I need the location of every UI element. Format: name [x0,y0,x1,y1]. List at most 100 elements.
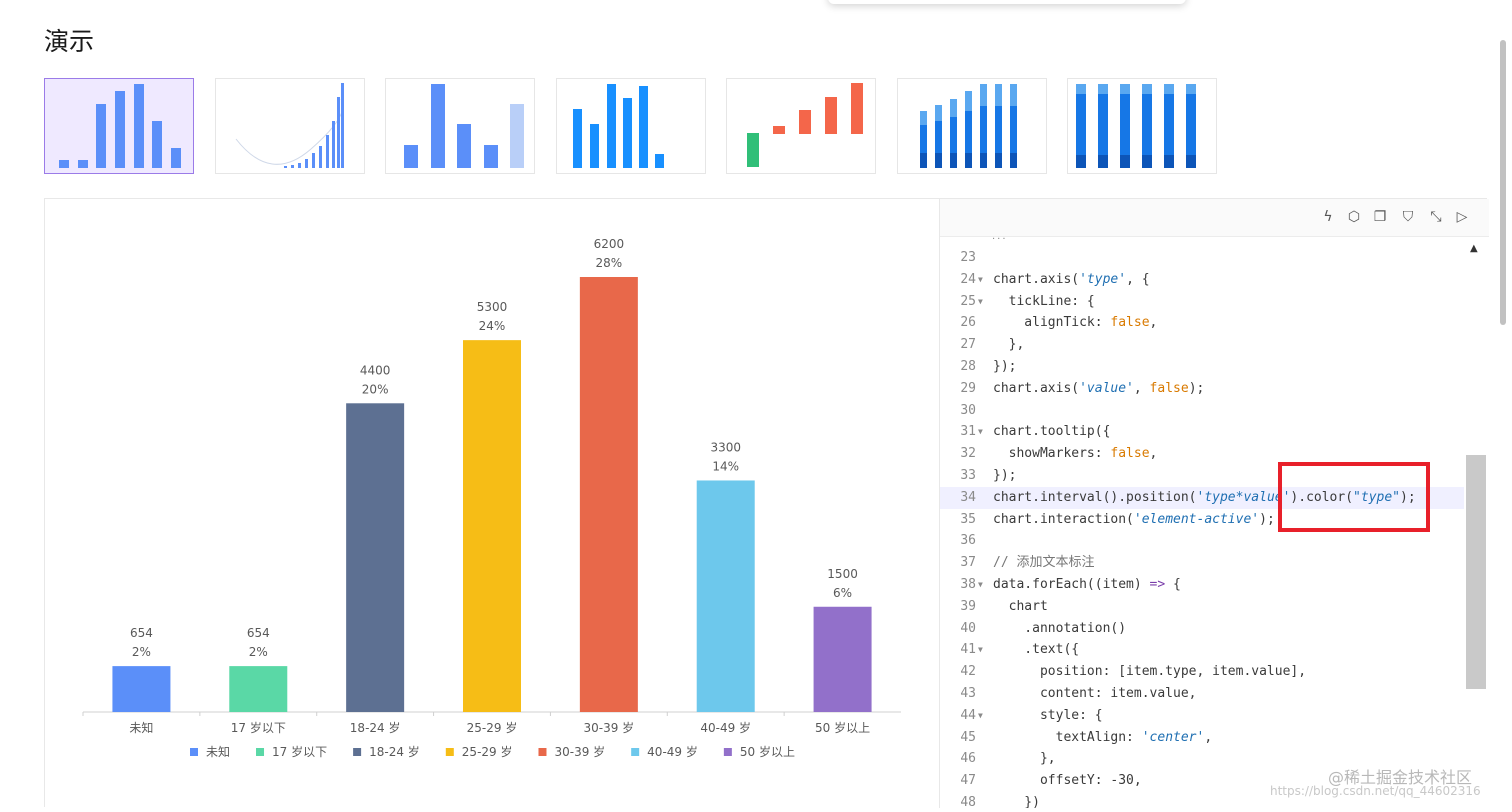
code-line-41[interactable]: 41 ▼ .text({ [940,639,1465,661]
code-line-26[interactable]: 26 alignTick: false, [940,312,1465,334]
line-number: 38 [960,577,976,592]
lightning-icon[interactable]: ϟ [1323,209,1333,225]
code-line-42[interactable]: 42 position: [item.type, item.value], [940,661,1465,683]
line-number: 28 [960,359,976,374]
code-line-37[interactable]: 37 // 添加文本标注 [940,552,1465,574]
fold-toggle-icon[interactable]: ▼ [978,296,983,306]
fold-toggle-icon[interactable]: ▼ [978,710,983,720]
legend-marker-5 [631,748,640,756]
code-line-29[interactable]: 29 chart.axis('value', false); [940,378,1465,400]
code-text: chart.interval().position('type*value').… [993,489,1416,505]
thumbnail-simple-bar[interactable] [385,78,535,174]
code-line-35[interactable]: 35 chart.interaction('element-active'); [940,509,1465,531]
html-icon[interactable]: ⛉ [1402,209,1414,225]
thumbnail-stacked-bar[interactable] [897,78,1047,174]
legend-marker-1 [256,748,265,756]
thumbnail-line-bar[interactable] [215,78,365,174]
x-tick-label-6: 50 岁以上 [815,720,870,735]
editor-toolbar: ϟ ⬡ ❐ ⛉ ⤡ ▷ [940,199,1489,237]
line-number: 30 [960,402,976,418]
top-popup [828,0,1186,4]
fold-toggle-icon[interactable]: ▼ [978,274,983,284]
code-text: }); [993,359,1017,374]
legend-label-1[interactable]: 17 岁以下 [272,744,327,759]
code-line-47[interactable]: 47 offsetY: -30, [940,770,1465,792]
percent-label-4: 28% [596,256,623,270]
code-text: data.forEach((item) => { [993,577,1181,592]
bar-0 [112,666,171,712]
code-text: // 添加文本标注 [993,555,1095,571]
code-line-34[interactable]: 34 chart.interval().position('type*value'… [940,486,1465,509]
demo-panel: 未知 654 2% 17 岁以下 654 2% 18-24 岁 4400 20% 25-29 岁 5… [44,198,1489,808]
code-text: chart [993,598,1048,614]
percent-label-1: 2% [249,645,268,659]
page-title: 演示 [44,27,95,56]
line-number: 25 [960,293,976,309]
legend-marker-4 [538,748,547,756]
legend-label-3[interactable]: 25-29 岁 [462,744,513,759]
code-text: alignTick: false, [993,315,1158,331]
code-line-23[interactable]: 23 [940,247,1465,269]
code-line-30[interactable]: 30 [940,400,1465,422]
line-number: 32 [960,446,976,462]
line-number: 40 [960,620,976,636]
x-tick-label-5: 40-49 岁 [700,720,751,735]
line-number: 31 [960,424,976,440]
value-label-4: 6200 [594,237,625,251]
scroll-up-icon[interactable]: ▲ [1470,243,1478,254]
legend-label-5[interactable]: 40-49 岁 [647,744,698,759]
watermark-url: https://blog.csdn.net/qq_44602316 [1270,784,1481,798]
code-line-31[interactable]: 31 ▼ chart.tooltip({ [940,421,1465,443]
code-line-38[interactable]: 38 ▼ data.forEach((item) => { [940,574,1465,596]
legend-label-0[interactable]: 未知 [206,745,230,759]
copy-icon[interactable]: ❐ [1373,209,1387,225]
code-line-43[interactable]: 43 content: item.value, [940,683,1465,705]
code-line-36[interactable]: 36 [940,530,1465,552]
play-icon[interactable]: ▷ [1456,209,1468,225]
legend-label-6[interactable]: 50 岁以上 [740,744,795,759]
code-line-27[interactable]: 27 }, [940,334,1465,356]
code-text: }, [993,337,1025,353]
code-line-39[interactable]: 39 chart [940,596,1465,618]
code-text: }); [993,468,1017,483]
percent-label-2: 20% [362,382,389,396]
editor-scrollbar[interactable]: ▲ [1464,239,1488,808]
fold-toggle-icon[interactable]: ▼ [978,427,983,437]
fold-ellipsis: ··· [992,234,1008,245]
page-scrollbar[interactable] [1500,40,1506,325]
code-line-28[interactable]: 28}); [940,356,1465,378]
bar-6 [813,606,872,712]
fold-toggle-icon[interactable]: ▼ [978,580,983,589]
line-number: 47 [960,773,976,789]
value-label-6: 1500 [827,567,858,581]
legend-label-4[interactable]: 30-39 岁 [554,744,605,759]
code-line-32[interactable]: 32 showMarkers: false, [940,443,1465,465]
code-text: }) [993,795,1040,808]
code-line-46[interactable]: 46 }, [940,748,1465,770]
code-line-44[interactable]: 44 ▼ style: { [940,705,1465,727]
code-line-45[interactable]: 45 textAlign: 'center', [940,727,1465,749]
thumbnail-percent-stacked[interactable] [1067,78,1217,174]
line-number: 36 [960,533,976,549]
watermark: @稀土掘金技术社区 [1328,768,1473,787]
code-line-40[interactable]: 40 .annotation() [940,618,1465,640]
code-line-33[interactable]: 33}); [940,465,1465,487]
code-text: showMarkers: false, [993,446,1158,462]
code-line-25[interactable]: 25 ▼ tickLine: { [940,291,1465,313]
bar-5 [696,480,755,712]
cube-icon[interactable]: ⬡ [1347,209,1361,225]
value-label-2: 4400 [360,363,391,377]
editor-scroll-thumb[interactable] [1466,455,1486,689]
fold-toggle-icon[interactable]: ▼ [978,645,983,655]
code-lines[interactable]: 23 24 ▼ chart.axis('type', {25 ▼ tickLine: {… [940,239,1465,808]
fullscreen-icon[interactable]: ⤡ [1430,209,1442,225]
thumbnail-blue-bar[interactable] [556,78,706,174]
code-editor[interactable]: ϟ ⬡ ❐ ⛉ ⤡ ▷ 23 24 ▼ chart.axis('type', {25 ▼… [939,199,1489,808]
legend-label-2[interactable]: 18-24 岁 [369,744,420,759]
thumbnail-waterfall[interactable] [726,78,876,174]
code-line-48[interactable]: 48 }) [940,792,1465,808]
code-line-24[interactable]: 24 ▼ chart.axis('type', { [940,269,1465,291]
thumbnail-basic-bar[interactable] [44,78,194,174]
code-text: .annotation() [993,620,1127,636]
value-label-3: 5300 [477,300,508,314]
